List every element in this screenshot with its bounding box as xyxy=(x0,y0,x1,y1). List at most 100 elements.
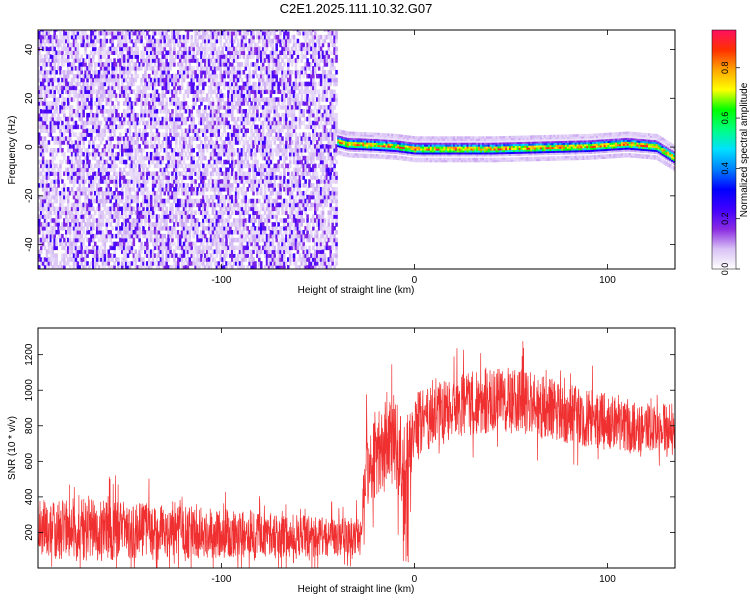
heatmap-cell xyxy=(176,202,180,208)
heatmap-cell xyxy=(134,101,138,106)
heatmap-cell xyxy=(176,245,180,251)
heatmap-cell xyxy=(231,136,234,141)
heatmap-cell xyxy=(148,159,151,165)
heatmap-cell xyxy=(128,69,132,75)
heatmap-cell xyxy=(136,140,139,145)
heatmap-cell xyxy=(213,38,217,44)
heatmap-cell xyxy=(78,245,82,251)
heatmap-cell xyxy=(65,206,68,212)
heatmap-cell xyxy=(151,214,155,219)
heatmap-cell xyxy=(49,89,53,95)
heatmap-cell xyxy=(244,218,248,223)
heatmap-cell xyxy=(53,101,56,106)
heatmap-cell xyxy=(109,30,112,32)
heatmap-cell xyxy=(132,50,136,55)
heatmap-cell xyxy=(217,85,221,91)
heatmap-cell xyxy=(59,148,62,153)
heatmap-cell xyxy=(217,175,221,180)
heatmap-cell xyxy=(231,132,234,137)
heatmap-cell xyxy=(159,183,163,188)
heatmap-cell xyxy=(219,69,222,75)
heatmap-cell xyxy=(173,261,176,266)
heatmap-cell xyxy=(190,151,194,157)
heatmap-cell xyxy=(47,257,51,262)
heatmap-cell xyxy=(188,30,192,32)
heatmap-cell xyxy=(153,73,157,79)
heatmap-cell xyxy=(252,222,255,227)
heatmap-cell xyxy=(68,249,72,254)
heatmap-cell xyxy=(41,210,45,215)
heatmap-cell xyxy=(95,38,99,44)
heatmap-cell xyxy=(86,85,89,91)
heatmap-cell xyxy=(84,97,87,102)
heatmap-cell xyxy=(169,265,172,269)
heatmap-cell xyxy=(234,50,238,55)
heatmap-cell xyxy=(128,163,132,169)
heatmap-cell xyxy=(142,93,145,98)
heatmap-cell xyxy=(59,124,62,130)
heatmap-cell xyxy=(68,93,72,98)
heatmap-cell xyxy=(53,77,56,83)
heatmap-cell xyxy=(186,183,190,188)
heatmap-cell xyxy=(211,167,215,173)
heatmap-cell xyxy=(103,206,107,212)
heatmap-cell xyxy=(240,261,244,266)
heatmap-cell xyxy=(68,144,72,149)
heatmap-cell xyxy=(53,124,56,130)
heatmap-cell xyxy=(122,42,126,48)
heatmap-cell xyxy=(128,132,132,137)
heatmap-cell xyxy=(169,183,172,188)
heatmap-cell xyxy=(115,194,118,200)
heatmap-cell xyxy=(124,210,128,215)
heatmap-cell xyxy=(117,151,120,157)
heatmap-cell xyxy=(126,179,130,184)
heatmap-cell xyxy=(149,116,153,122)
heatmap-cell xyxy=(180,112,184,118)
heatmap-cell xyxy=(221,210,224,215)
heatmap-cell xyxy=(95,253,99,258)
heatmap-cell xyxy=(167,66,170,71)
heatmap-cell xyxy=(232,77,236,83)
heatmap-cell xyxy=(211,237,215,243)
heatmap-cell xyxy=(126,30,130,36)
heatmap-cell xyxy=(57,30,60,32)
heatmap-cell xyxy=(80,171,83,176)
heatmap-cell xyxy=(198,116,201,122)
heatmap-cell xyxy=(202,261,205,266)
heatmap-cell xyxy=(41,198,45,204)
heatmap-cell xyxy=(248,261,251,266)
heatmap-cell xyxy=(151,93,155,98)
heatmap-cell xyxy=(180,101,184,106)
heatmap-cell xyxy=(49,257,53,262)
heatmap-cell xyxy=(93,128,97,134)
heatmap-cell xyxy=(111,257,114,262)
heatmap-cell xyxy=(173,97,176,102)
heatmap-cell xyxy=(242,198,246,204)
heatmap-cell xyxy=(209,50,213,55)
heatmap-cell xyxy=(138,128,141,134)
heatmap-cell xyxy=(49,194,53,200)
heatmap-cell xyxy=(202,257,205,262)
heatmap-cell xyxy=(186,73,190,79)
heatmap-cell xyxy=(204,257,207,262)
heatmap-cell xyxy=(121,265,124,269)
heatmap-cell xyxy=(134,30,138,36)
heatmap-cell xyxy=(136,206,139,212)
heatmap-cell xyxy=(140,261,143,266)
heatmap-cell xyxy=(236,167,240,173)
heatmap-cell xyxy=(169,245,172,251)
heatmap-cell xyxy=(159,38,163,44)
heatmap-cell xyxy=(99,85,103,91)
heatmap-cell xyxy=(242,132,246,137)
heatmap-cell xyxy=(232,69,236,75)
heatmap-cell xyxy=(74,198,78,204)
heatmap-cell xyxy=(234,194,238,200)
heatmap-cell xyxy=(68,148,72,153)
heatmap-cell xyxy=(43,69,47,75)
heatmap-cell xyxy=(138,237,141,243)
heatmap-cell xyxy=(134,46,138,52)
heatmap-cell xyxy=(43,163,47,169)
heatmap-cell xyxy=(65,30,68,32)
heatmap-cell xyxy=(149,62,153,67)
heatmap-cell xyxy=(190,54,194,59)
